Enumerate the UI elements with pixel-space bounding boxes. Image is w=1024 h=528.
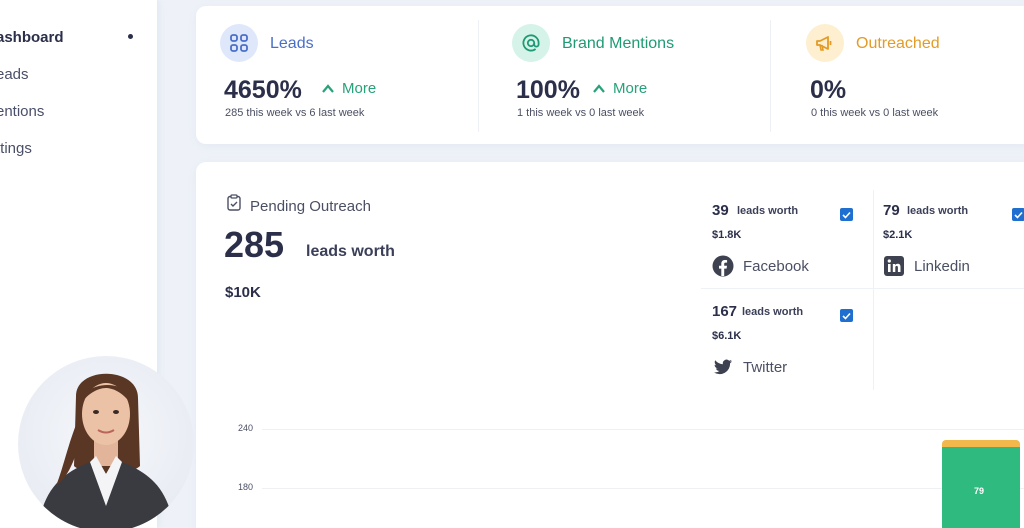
divider [478,20,479,132]
at-icon [512,24,550,62]
stat-card-leads[interactable]: Leads 4650% More 285 this week vs 6 last… [196,6,478,144]
grid-line [262,429,1024,430]
sidebar-item-settings[interactable]: ttings [0,140,32,157]
source-count: 79 [883,202,900,219]
source-name: Linkedin [914,258,970,275]
source-count: 39 [712,202,729,219]
source-card-twitter[interactable]: 167 leads worth $6.1K Twitter [712,303,872,403]
source-name: Twitter [743,359,788,376]
stat-subtext: 0 this week vs 0 last week [811,107,939,119]
stat-title: Leads [270,35,314,52]
bar-segment-main [942,447,1020,528]
source-checkbox[interactable] [840,309,853,322]
stat-value: 0% [810,76,847,104]
chevron-up-icon [322,80,334,97]
stat-subtext: 1 this week vs 0 last week [517,107,645,119]
pending-outreach-worth-label: leads worth [306,243,395,260]
active-indicator-dot [128,34,133,39]
stat-value: 100% [516,76,580,104]
stat-card-brand-mentions[interactable]: Brand Mentions 100% More 1 this week vs … [488,6,770,144]
stat-trend-label: More [613,80,648,97]
stat-card-outreached[interactable]: Outreached 0% 0 this week vs 0 last week [782,6,1024,144]
leads-chart: 240 180 79 [196,410,1024,528]
facebook-icon [712,255,734,277]
source-amount: $6.1K [712,330,742,342]
source-worth-label: leads worth [742,306,804,318]
source-card-linkedin[interactable]: 79 leads worth $2.1K Linkedin [883,202,1024,302]
megaphone-icon [806,24,844,62]
pending-outreach-count: 285 [224,224,285,265]
stat-trend: More [593,80,647,97]
source-checkbox[interactable] [1012,208,1024,221]
clipboard-check-icon [227,194,241,216]
stat-value: 4650% [224,76,302,104]
stat-trend: More [322,80,376,97]
y-tick-label: 180 [238,482,254,492]
y-tick-label: 240 [238,423,254,433]
twitter-icon [712,356,734,378]
bar-data-label: 79 [974,486,985,496]
source-amount: $2.1K [883,229,913,241]
stat-title: Outreached [856,35,940,52]
stat-title: Brand Mentions [562,35,675,52]
source-name: Facebook [743,258,809,275]
pending-outreach-title: Pending Outreach [250,198,371,215]
sidebar-item-leads[interactable]: eads [0,66,29,83]
sidebar-item-mentions[interactable]: entions [0,103,45,120]
pending-outreach-amount: $10K [225,284,261,301]
stat-subtext: 285 this week vs 6 last week [225,107,365,119]
source-amount: $1.8K [712,229,742,241]
chevron-up-icon [593,80,605,97]
linkedin-icon [883,255,905,277]
divider [770,20,771,132]
chart-bar[interactable]: 79 [942,440,1020,528]
pending-outreach-panel: Pending Outreach 285 leads worth $10K 39… [196,162,1024,528]
grid-line [262,488,1024,489]
stats-card-row: Leads 4650% More 285 this week vs 6 last… [196,6,1024,144]
source-checkbox[interactable] [840,208,853,221]
bar-segment-top [942,440,1020,447]
grid-icon [220,24,258,62]
divider [701,288,1024,289]
source-worth-label: leads worth [737,205,799,217]
presenter-avatar [18,356,194,528]
divider [873,190,874,390]
source-card-facebook[interactable]: 39 leads worth $1.8K Facebook [712,202,872,302]
stat-trend-label: More [342,80,377,97]
sidebar-item-dashboard[interactable]: ashboard [0,29,64,46]
source-count: 167 [712,303,738,320]
source-worth-label: leads worth [907,205,969,217]
